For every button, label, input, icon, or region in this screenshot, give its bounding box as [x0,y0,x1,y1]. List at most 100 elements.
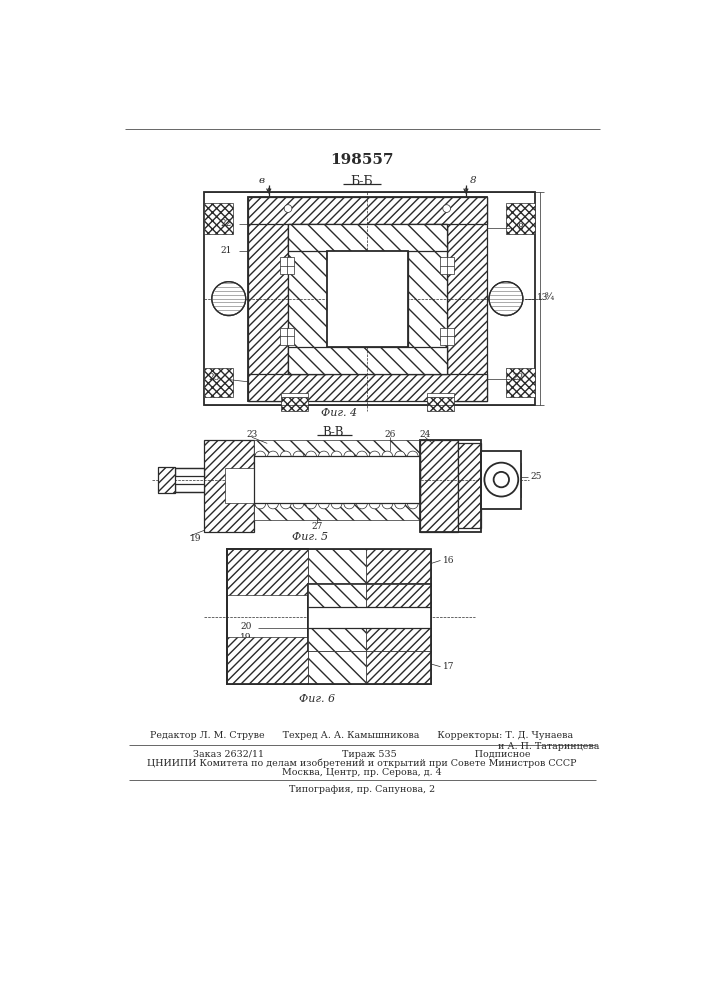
Text: 198557: 198557 [330,153,394,167]
Circle shape [382,498,393,509]
Text: 16: 16 [443,556,455,565]
Text: 26: 26 [385,430,396,439]
Bar [248,374,486,401]
Circle shape [369,498,380,509]
Bar [308,584,366,607]
Circle shape [356,498,368,509]
Text: и А. П. Татаринцева: и А. П. Татаринцева [498,742,599,751]
Bar [308,628,366,651]
Text: 19: 19 [240,633,252,642]
Bar [308,607,431,628]
Bar [506,368,535,397]
Circle shape [407,451,418,462]
Text: 27: 27 [312,522,323,531]
Bar [281,397,308,411]
Bar [248,197,486,401]
Text: 21: 21 [221,246,232,255]
Circle shape [489,282,523,316]
Text: ЦНИИПИ Комитета по делам изобретений и открытий при Совете Министров СССР: ЦНИИПИ Комитета по делам изобретений и о… [147,759,577,768]
Text: 22: 22 [221,219,232,228]
Bar [227,549,431,684]
Text: Типография, пр. Сапунова, 2: Типография, пр. Сапунова, 2 [289,785,435,794]
Text: Редактор Л. М. Струве      Техред А. А. Камышникова      Корректоры: Т. Д. Чунае: Редактор Л. М. Струве Техред А. А. Камыш… [151,732,573,740]
Bar [281,328,294,345]
Text: 19: 19 [190,534,201,543]
Bar [204,368,233,397]
Bar [308,584,431,651]
Bar [158,466,175,493]
Text: Б-Б: Б-Б [351,175,373,188]
Bar [366,628,431,651]
Circle shape [331,498,342,509]
Bar [420,440,481,532]
Bar [204,440,254,532]
Circle shape [212,282,246,316]
Text: в: в [258,176,264,185]
Bar [281,393,308,397]
Circle shape [484,463,518,497]
Text: 20: 20 [240,622,252,631]
Circle shape [305,451,317,462]
Bar [440,257,455,274]
Text: 25: 25 [530,472,542,481]
Bar [506,203,535,234]
Circle shape [344,498,355,509]
Bar [458,443,481,528]
Bar [254,456,420,503]
Bar [227,549,308,684]
Circle shape [305,498,317,509]
Text: Заказ 2632/11                          Тираж 535                          Подпис: Заказ 2632/11 Тираж 535 Подпис [193,750,531,759]
Bar [366,584,431,607]
Circle shape [382,451,393,462]
Bar [281,257,294,274]
Bar [408,224,447,374]
Circle shape [255,498,266,509]
Circle shape [268,451,279,462]
Circle shape [407,498,418,509]
Text: 17: 17 [443,662,455,671]
Circle shape [369,451,380,462]
Text: В-В: В-В [322,426,344,439]
Bar [204,203,233,234]
Circle shape [281,451,291,462]
Bar [308,549,366,584]
Bar [481,451,521,509]
Circle shape [344,451,355,462]
Bar [327,251,408,347]
Bar [420,440,458,532]
Bar [481,463,521,497]
Circle shape [318,498,329,509]
Bar [175,484,204,492]
Text: Фиг. 6: Фиг. 6 [299,694,335,704]
Bar [248,197,288,401]
Circle shape [293,498,304,509]
Circle shape [318,451,329,462]
Bar [288,224,327,374]
Bar [158,466,175,493]
Circle shape [255,451,266,462]
Circle shape [443,205,450,212]
Bar [254,503,420,520]
Circle shape [395,498,405,509]
Text: 23: 23 [246,430,257,439]
Bar [254,440,420,456]
Text: 8: 8 [470,176,477,185]
Bar [440,328,455,345]
Bar [175,468,204,476]
Text: Фиг. 4: Фиг. 4 [321,408,357,418]
Circle shape [284,205,292,212]
Bar [288,347,447,374]
Circle shape [281,498,291,509]
Bar [288,224,447,251]
Circle shape [293,451,304,462]
Circle shape [395,451,405,462]
Text: Фиг. 5: Фиг. 5 [291,532,327,542]
Bar [447,197,486,401]
Text: 24: 24 [419,430,431,439]
Bar [426,397,454,411]
Text: 8: 8 [518,223,523,232]
Circle shape [268,498,279,509]
Text: 22: 22 [512,373,523,382]
Bar [366,634,431,684]
Circle shape [493,472,509,487]
